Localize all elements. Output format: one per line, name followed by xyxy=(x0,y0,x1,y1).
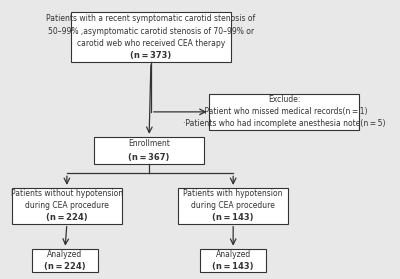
Text: (n = 143): (n = 143) xyxy=(212,213,254,222)
FancyBboxPatch shape xyxy=(70,13,231,62)
Text: ·Patients who had incomplete anesthesia note(n = 5): ·Patients who had incomplete anesthesia … xyxy=(183,119,386,128)
Text: Patients with hypotension: Patients with hypotension xyxy=(184,189,283,198)
Text: during CEA procedure: during CEA procedure xyxy=(191,201,275,210)
Text: Analyzed: Analyzed xyxy=(48,250,83,259)
Text: during CEA procedure: during CEA procedure xyxy=(25,201,109,210)
FancyBboxPatch shape xyxy=(94,137,204,164)
Text: 50–99% ,asymptomatic carotid stenosis of 70–99% or: 50–99% ,asymptomatic carotid stenosis of… xyxy=(48,27,254,36)
Text: (n = 224): (n = 224) xyxy=(46,213,88,222)
FancyBboxPatch shape xyxy=(200,249,266,272)
Text: Exclude:: Exclude: xyxy=(268,95,300,104)
Text: Enrollment: Enrollment xyxy=(128,139,170,148)
Text: (n = 224): (n = 224) xyxy=(44,262,86,271)
FancyBboxPatch shape xyxy=(210,94,359,130)
Text: ·Patient who missed medical records(n = 1): ·Patient who missed medical records(n = … xyxy=(202,107,367,116)
FancyBboxPatch shape xyxy=(12,188,122,224)
Text: Analyzed: Analyzed xyxy=(216,250,251,259)
Text: Patients with a recent symptomatic carotid stenosis of: Patients with a recent symptomatic carot… xyxy=(46,14,256,23)
FancyBboxPatch shape xyxy=(178,188,288,224)
FancyBboxPatch shape xyxy=(32,249,98,272)
Text: (n = 143): (n = 143) xyxy=(212,262,254,271)
Text: carotid web who received CEA therapy: carotid web who received CEA therapy xyxy=(77,39,225,48)
Text: Patients without hypotension: Patients without hypotension xyxy=(11,189,123,198)
Text: (n = 367): (n = 367) xyxy=(128,153,170,162)
Text: (n = 373): (n = 373) xyxy=(130,51,172,61)
